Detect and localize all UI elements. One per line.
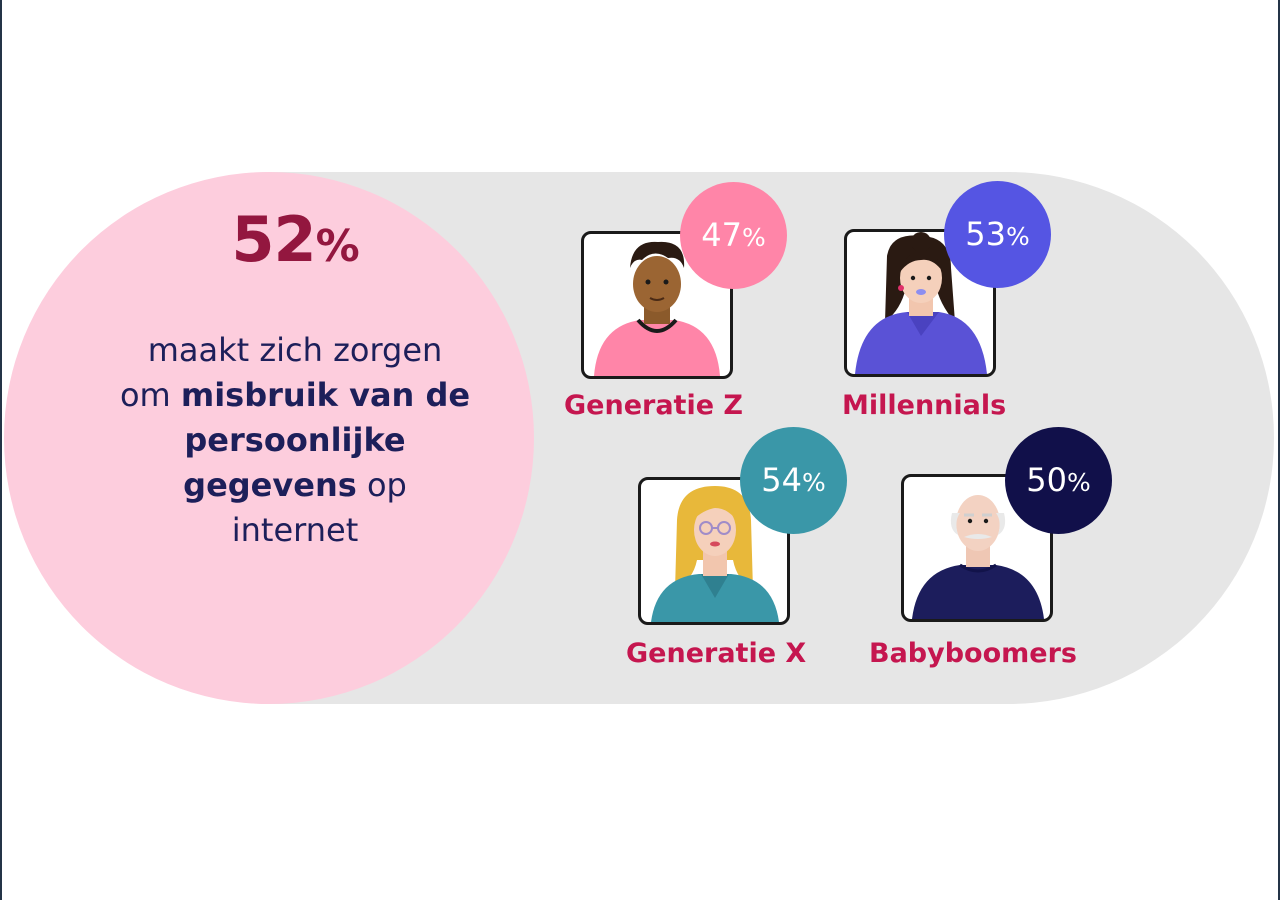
millennials-value: 53 [965, 215, 1006, 253]
statement-line-4-suffix: op [356, 466, 407, 504]
millennials-label: Millennials [842, 390, 1007, 421]
statement-bold-3: gegevens [183, 466, 357, 504]
summary-statement: maakt zich zorgen om misbruik van de per… [60, 328, 530, 553]
gen-x-portrait [638, 477, 790, 625]
gen-x-value: 54 [761, 461, 802, 499]
gen-z-unit: % [741, 223, 766, 252]
gen-x-label: Generatie X [626, 638, 807, 669]
middle-aged-woman-illustration [651, 486, 779, 622]
statement-line-1: maakt zich zorgen [147, 331, 443, 369]
headline-value: 52 [231, 203, 316, 276]
gen-x-percentage-bubble: 54% [740, 427, 847, 534]
older-man-illustration [912, 495, 1044, 619]
statement-bold-1: misbruik van de [180, 376, 471, 414]
summary-circle [4, 172, 534, 704]
gen-z-value: 47 [701, 216, 742, 254]
statement-line-2-prefix: om [119, 376, 181, 414]
babyboomers-unit: % [1066, 468, 1091, 497]
gen-z-percentage-bubble: 47% [680, 182, 787, 289]
gen-z-label: Generatie Z [564, 390, 743, 421]
millennials-percentage-bubble: 53% [944, 181, 1051, 288]
babyboomers-label: Babyboomers [869, 638, 1077, 669]
babyboomers-percentage-bubble: 50% [1005, 427, 1112, 534]
headline-unit: % [315, 221, 360, 272]
young-man-illustration [594, 241, 720, 376]
statement-bold-2: persoonlijke [184, 421, 406, 459]
gen-x-unit: % [801, 468, 826, 497]
millennials-unit: % [1005, 222, 1030, 251]
headline-percentage: 52% [0, 203, 590, 276]
babyboomers-value: 50 [1026, 461, 1067, 499]
young-woman-illustration [855, 232, 987, 374]
statement-line-5: internet [231, 511, 359, 549]
